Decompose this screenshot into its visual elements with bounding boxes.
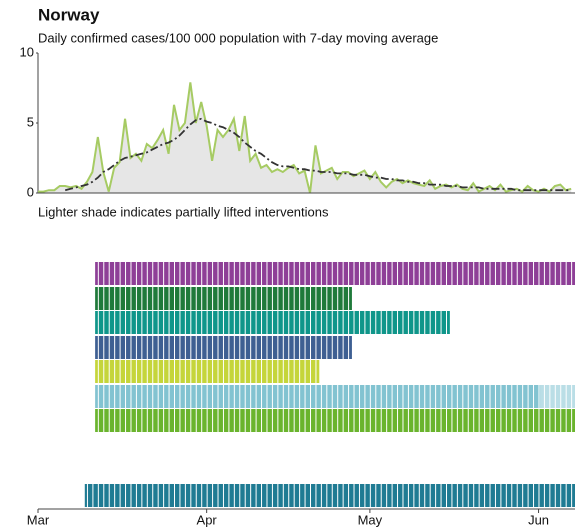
- day-stripes: [95, 311, 450, 334]
- area: [38, 82, 572, 193]
- x-tick-label: May: [358, 512, 383, 527]
- day-stripes: [95, 336, 352, 359]
- y-tick-label: 10: [20, 44, 34, 59]
- x-tick-label: Mar: [27, 512, 50, 527]
- note: Lighter shade indicates partially lifted…: [38, 204, 329, 219]
- day-stripes: [95, 360, 320, 383]
- y-tick-label: 5: [27, 114, 34, 129]
- y-tick-label: 0: [27, 184, 34, 199]
- line: [38, 82, 572, 194]
- chart-title: Norway: [38, 5, 100, 24]
- day-stripes: [95, 262, 575, 285]
- x-tick-label: Jun: [528, 512, 549, 527]
- day-stripes: [95, 409, 575, 432]
- chart-subtitle: Daily confirmed cases/100 000 population…: [38, 30, 438, 45]
- line: [64, 117, 572, 192]
- day-stripes: [95, 385, 575, 408]
- day-stripes: [95, 287, 352, 310]
- day-stripes: [84, 484, 575, 507]
- x-tick-label: Apr: [197, 512, 218, 527]
